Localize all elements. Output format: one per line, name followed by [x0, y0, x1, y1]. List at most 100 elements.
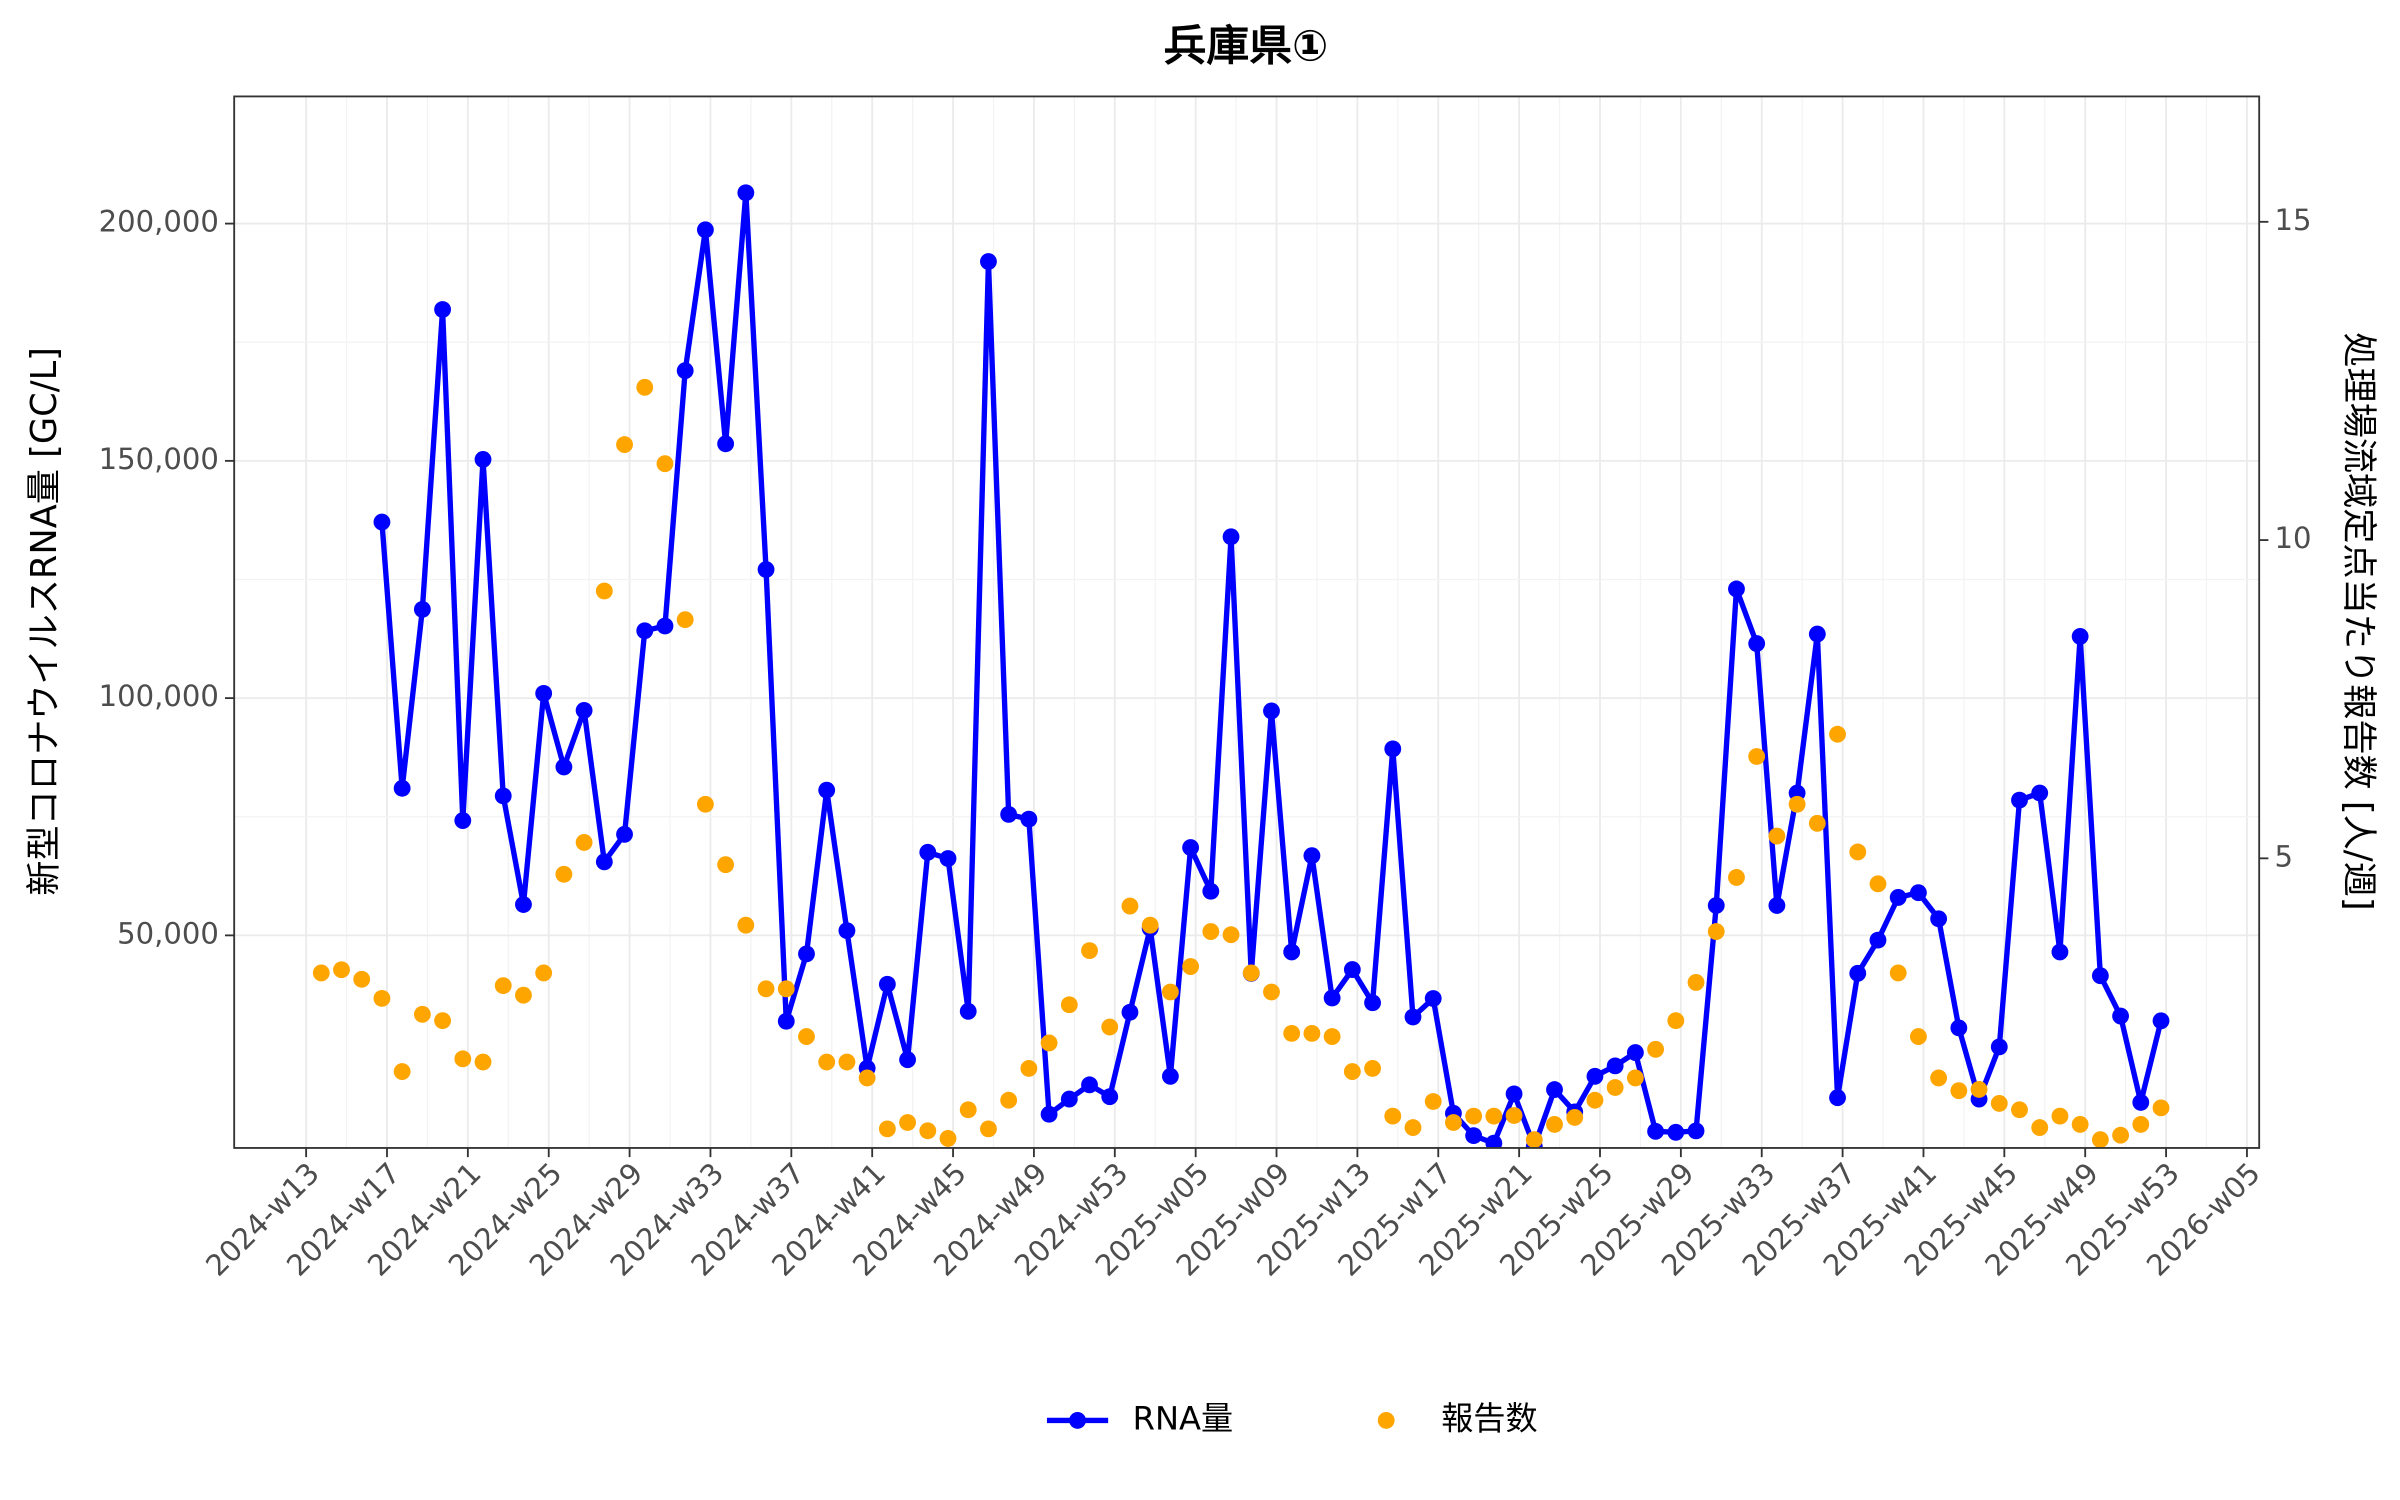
data-point: [1667, 1012, 1685, 1030]
data-point: [1263, 983, 1280, 1001]
data-point: [1121, 897, 1139, 915]
legend-marker: [1069, 1411, 1086, 1429]
data-point: [980, 253, 997, 270]
data-point: [454, 1050, 472, 1068]
data-point: [1101, 1088, 1119, 1106]
data-point: [1626, 1044, 1644, 1061]
data-point: [1768, 827, 1786, 845]
data-point: [1081, 1076, 1098, 1094]
data-point: [575, 702, 593, 719]
y2-tick-label: 5: [2274, 839, 2293, 873]
data-point: [1990, 1038, 2008, 1056]
data-point: [1182, 839, 1200, 857]
data-point: [757, 980, 775, 998]
data-point: [1040, 1105, 1058, 1123]
data-point: [1364, 1059, 1381, 1077]
data-point: [1748, 748, 1766, 765]
data-point: [1424, 1093, 1442, 1110]
data-point: [1000, 1091, 1018, 1109]
data-point: [1202, 882, 1220, 900]
data-point: [1283, 943, 1301, 961]
data-point: [474, 1053, 492, 1071]
data-point: [1707, 897, 1725, 914]
data-point: [1930, 1069, 1948, 1087]
data-point: [1040, 1034, 1058, 1052]
data-point: [1121, 1003, 1139, 1021]
data-point: [1101, 1018, 1119, 1036]
data-point: [1869, 875, 1887, 893]
data-point: [1404, 1008, 1422, 1026]
data-point: [2031, 1119, 2049, 1137]
data-point: [959, 1002, 977, 1020]
data-point: [1788, 795, 1806, 813]
data-point: [535, 684, 553, 702]
data-point: [777, 1012, 795, 1030]
data-point: [737, 184, 755, 202]
y-tick-label: 100,000: [99, 679, 219, 713]
data-point: [656, 617, 674, 635]
data-point: [777, 980, 795, 998]
data-point: [1465, 1107, 1483, 1125]
data-point: [1566, 1108, 1584, 1126]
data-point: [595, 582, 613, 600]
data-point: [2051, 1107, 2069, 1125]
data-point: [2091, 1131, 2109, 1148]
data-point: [1505, 1107, 1523, 1124]
data-point: [2011, 791, 2028, 809]
data-point: [535, 964, 553, 982]
data-point: [2112, 1007, 2130, 1025]
data-point: [818, 1053, 836, 1071]
data-point: [696, 221, 714, 239]
data-point: [1606, 1057, 1624, 1075]
data-point: [1303, 1024, 1321, 1042]
data-point: [1909, 1028, 1927, 1045]
data-point: [737, 916, 755, 934]
data-point: [1849, 964, 1867, 982]
y-tick-label: 200,000: [99, 205, 219, 239]
data-point: [2011, 1101, 2028, 1119]
data-point: [1424, 990, 1442, 1007]
data-point: [595, 853, 613, 871]
data-point: [636, 378, 654, 396]
data-point: [1808, 625, 1826, 643]
data-point: [858, 1069, 876, 1087]
data-point: [1909, 884, 1927, 902]
data-point: [1060, 996, 1078, 1014]
data-point: [980, 1120, 997, 1138]
data-point: [515, 986, 532, 1004]
data-point: [1889, 888, 1907, 906]
data-point: [1869, 931, 1887, 949]
data-point: [656, 455, 674, 473]
data-point: [696, 795, 714, 813]
data-point: [413, 600, 431, 618]
data-point: [1202, 923, 1220, 940]
data-point: [515, 896, 532, 913]
data-point: [1485, 1134, 1503, 1148]
data-point: [1768, 897, 1786, 914]
data-point: [1263, 702, 1280, 720]
data-point: [2051, 943, 2069, 961]
data-point: [1647, 1122, 1665, 1140]
data-point: [1950, 1019, 1968, 1037]
data-point: [939, 850, 957, 867]
data-point: [1343, 1063, 1361, 1080]
data-point: [1141, 916, 1159, 934]
data-point: [1748, 635, 1766, 652]
data-point: [454, 812, 472, 829]
data-point: [1323, 1028, 1341, 1045]
data-point: [1020, 1059, 1038, 1077]
legend-label: 報告数: [1441, 1399, 1537, 1437]
data-point: [413, 1005, 431, 1023]
data-point: [1586, 1091, 1604, 1109]
data-point: [1667, 1123, 1685, 1141]
data-point: [838, 922, 856, 940]
data-point: [2132, 1115, 2150, 1133]
data-point: [1525, 1131, 1543, 1148]
data-point: [1546, 1115, 1563, 1133]
y-tick-label: 150,000: [99, 442, 219, 476]
data-point: [555, 865, 573, 883]
data-point: [1970, 1080, 1988, 1098]
data-point: [1303, 847, 1321, 865]
data-point: [373, 513, 391, 531]
